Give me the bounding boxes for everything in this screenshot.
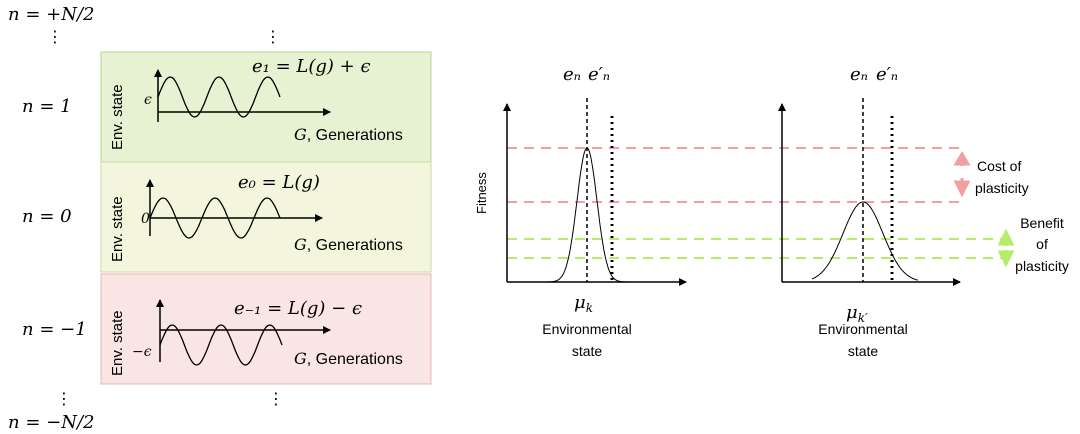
benefit-arrow-up-icon bbox=[997, 228, 1015, 246]
cost-arrow-down-icon bbox=[953, 178, 971, 198]
row-n1-offset: ϵ bbox=[144, 92, 152, 108]
ellipsis-top-left: ⋮ bbox=[47, 27, 63, 46]
row-n-minus1-xaxis: G, Generations bbox=[294, 349, 403, 368]
fitness-plot-2: eₙ e′ₙ μk′ Environmental state bbox=[778, 64, 961, 359]
row-n-minus1-label: n = −1 bbox=[22, 319, 87, 340]
cost-label-line2: plasticity bbox=[975, 180, 1029, 196]
ellipsis-top-right: ⋮ bbox=[265, 27, 281, 46]
plot2-xaxis-line1: Environmental bbox=[818, 321, 908, 337]
ellipsis-bottom-right: ⋮ bbox=[268, 389, 284, 408]
bottom-n-label: n = −N/2 bbox=[8, 412, 94, 433]
plot1-xaxis-line2: state bbox=[572, 343, 603, 359]
benefit-label-line1: Benefit bbox=[1020, 215, 1064, 231]
row-n-minus1-yaxis: Env. state bbox=[109, 310, 126, 376]
row-n-minus1-equation: e₋₁ = L(g) − ϵ bbox=[234, 298, 362, 319]
row-n1-label: n = 1 bbox=[22, 96, 72, 117]
plot2-xaxis-line2: state bbox=[848, 343, 879, 359]
fitness-plot-1: eₙ e′ₙ μk Environmental state bbox=[503, 64, 687, 359]
benefit-arrow-down-icon bbox=[997, 250, 1015, 268]
row-n0-label: n = 0 bbox=[22, 206, 72, 227]
plot2-mu-label: μk′ bbox=[846, 302, 868, 325]
plot2-fitness-curve bbox=[811, 201, 919, 281]
plot2-en-prime-label: e′ₙ bbox=[876, 64, 898, 85]
plot1-fitness-curve bbox=[548, 147, 630, 283]
fitness-axis-label: Fitness bbox=[474, 172, 489, 214]
benefit-label-line3: plasticity bbox=[1015, 258, 1069, 274]
row-n1-equation: e₁ = L(g) + ϵ bbox=[252, 56, 371, 77]
row-n1-xaxis: G, Generations bbox=[294, 125, 403, 144]
ellipsis-bottom-left: ⋮ bbox=[56, 389, 72, 408]
plot2-en-label: eₙ bbox=[850, 64, 868, 85]
row-n0-box bbox=[100, 161, 432, 273]
plot1-mu-label: μk bbox=[574, 292, 593, 315]
row-n-minus1-box bbox=[100, 273, 432, 385]
plot1-en-prime-label: e′ₙ bbox=[588, 64, 610, 85]
top-n-label: n = +N/2 bbox=[8, 4, 94, 25]
row-n0-xaxis: G, Generations bbox=[294, 235, 403, 254]
benefit-of-plasticity: Benefit of plasticity bbox=[997, 215, 1069, 274]
benefit-label-line2: of bbox=[1036, 236, 1048, 252]
row-n-minus1-wave bbox=[159, 324, 283, 366]
row-n0-offset: 0 bbox=[141, 211, 150, 227]
plot1-xaxis-line1: Environmental bbox=[542, 321, 632, 337]
row-n1-wave bbox=[157, 76, 281, 118]
row-n0-yaxis: Env. state bbox=[109, 196, 126, 262]
row-n0: n = 0 Env. state 0 e₀ = L(g) G, Generati… bbox=[22, 161, 432, 273]
row-n1-yaxis: Env. state bbox=[109, 84, 126, 150]
row-n0-equation: e₀ = L(g) bbox=[238, 172, 320, 193]
row-n-minus1-offset: −ϵ bbox=[132, 344, 152, 360]
cost-label-line1: Cost of bbox=[977, 158, 1021, 174]
row-n1: n = 1 Env. state ϵ e₁ = L(g) + ϵ G, Gene… bbox=[22, 51, 432, 163]
cost-arrow-up-icon bbox=[953, 151, 971, 166]
cost-of-plasticity: Cost of plasticity bbox=[953, 151, 1029, 198]
row-n0-wave bbox=[149, 197, 281, 239]
row-n-minus1: n = −1 Env. state −ϵ e₋₁ = L(g) − ϵ G, G… bbox=[22, 273, 432, 385]
plot1-en-label: eₙ bbox=[563, 64, 581, 85]
